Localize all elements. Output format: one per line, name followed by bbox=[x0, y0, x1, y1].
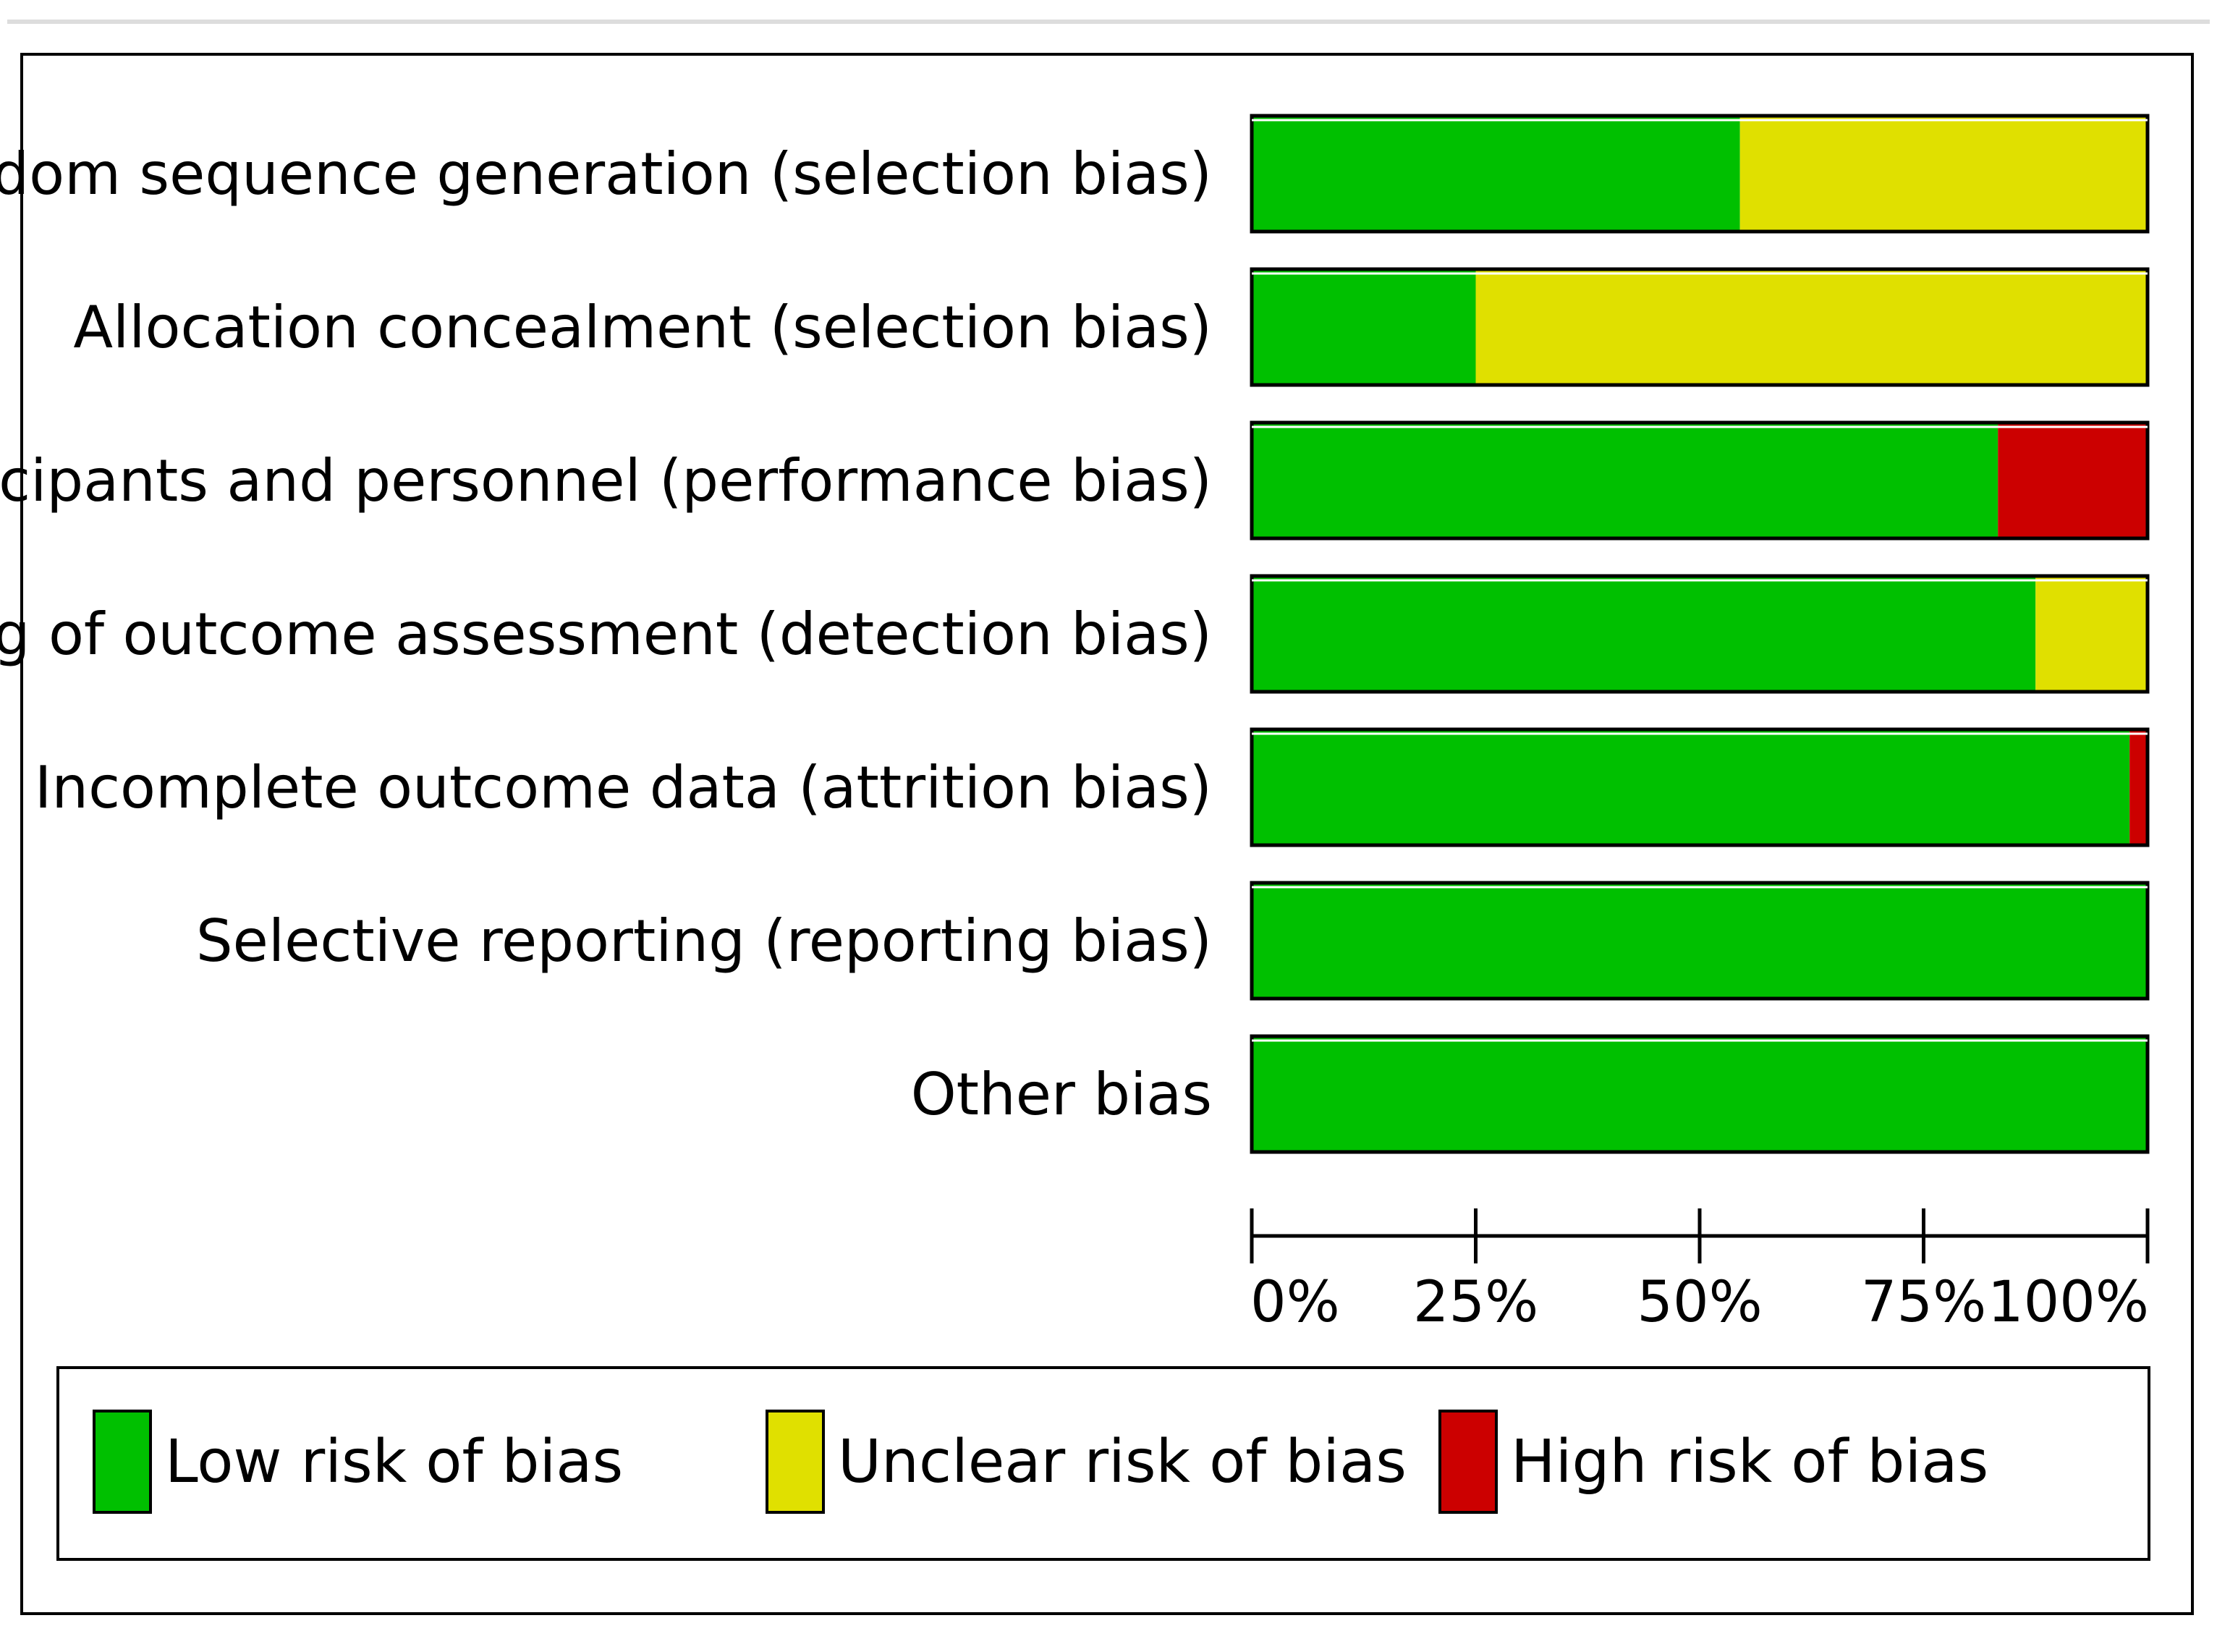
legend-box bbox=[56, 1366, 2150, 1561]
x-axis: 0% 25% 50% 75% 100% bbox=[1250, 1208, 2150, 1335]
category-label: Blinding of outcome assessment (detectio… bbox=[0, 601, 1212, 668]
bar-segment-high bbox=[2129, 729, 2148, 845]
bar-row: Incomplete outcome data (attrition bias) bbox=[35, 727, 2150, 847]
bar-frame bbox=[1250, 727, 2150, 847]
bar-frame bbox=[1250, 114, 2150, 234]
bar-segment-low bbox=[1252, 883, 2148, 999]
bar-row: Other bias bbox=[911, 1034, 2150, 1154]
bar-frame bbox=[1250, 1034, 2150, 1154]
bar-row: Selective reporting (reporting bias) bbox=[196, 881, 2150, 1001]
bar-segment-unclear bbox=[1475, 269, 2148, 385]
x-tick-label: 75% bbox=[1861, 1270, 1986, 1335]
bar-row: Random sequence generation (selection bi… bbox=[0, 114, 2150, 234]
legend: Low risk of bias Unclear risk of bias High… bbox=[93, 1410, 1988, 1514]
bar-row: Blinding of outcome assessment (detectio… bbox=[0, 574, 2150, 694]
category-label: Incomplete outcome data (attrition bias) bbox=[35, 754, 1212, 821]
category-label: Blinding of participants and personnel (… bbox=[0, 447, 1212, 514]
legend-label: Low risk of bias bbox=[165, 1428, 623, 1496]
bar-segment-low bbox=[1252, 576, 2036, 692]
bar-segment-unclear bbox=[1739, 116, 2148, 232]
category-label: Random sequence generation (selection bi… bbox=[0, 140, 1212, 208]
x-tick-label: 25% bbox=[1413, 1270, 1538, 1335]
bar-segment-high bbox=[1998, 423, 2148, 538]
x-tick-label: 0% bbox=[1250, 1270, 1340, 1335]
bar-segment-low bbox=[1252, 269, 1476, 385]
bar-row: Blinding of participants and personnel (… bbox=[0, 420, 2150, 541]
bar-frame bbox=[1250, 574, 2150, 694]
x-tick-label: 50% bbox=[1637, 1270, 1762, 1335]
bar-segment-low bbox=[1252, 423, 1998, 538]
category-label: Selective reporting (reporting bias) bbox=[196, 907, 1212, 975]
bar-rows: Random sequence generation (selection bi… bbox=[0, 114, 2150, 1154]
bar-segment-low bbox=[1252, 729, 2130, 845]
bar-frame bbox=[1250, 420, 2150, 541]
x-tick-label: 100% bbox=[1988, 1270, 2149, 1335]
legend-label: High risk of bias bbox=[1511, 1428, 1988, 1496]
legend-swatch bbox=[93, 1410, 152, 1514]
legend-swatch bbox=[766, 1410, 825, 1514]
legend-swatch bbox=[1438, 1410, 1498, 1514]
bar-row: Allocation concealment (selection bias) bbox=[73, 267, 2150, 387]
bar-segment-low bbox=[1252, 1036, 2148, 1152]
bar-frame bbox=[1250, 881, 2150, 1001]
bar-segment-low bbox=[1252, 116, 1740, 232]
category-label: Other bias bbox=[911, 1061, 1212, 1128]
bar-segment-unclear bbox=[2035, 576, 2148, 692]
legend-label: Unclear risk of bias bbox=[838, 1428, 1407, 1496]
category-label: Allocation concealment (selection bias) bbox=[73, 294, 1212, 361]
bar-frame bbox=[1250, 267, 2150, 387]
